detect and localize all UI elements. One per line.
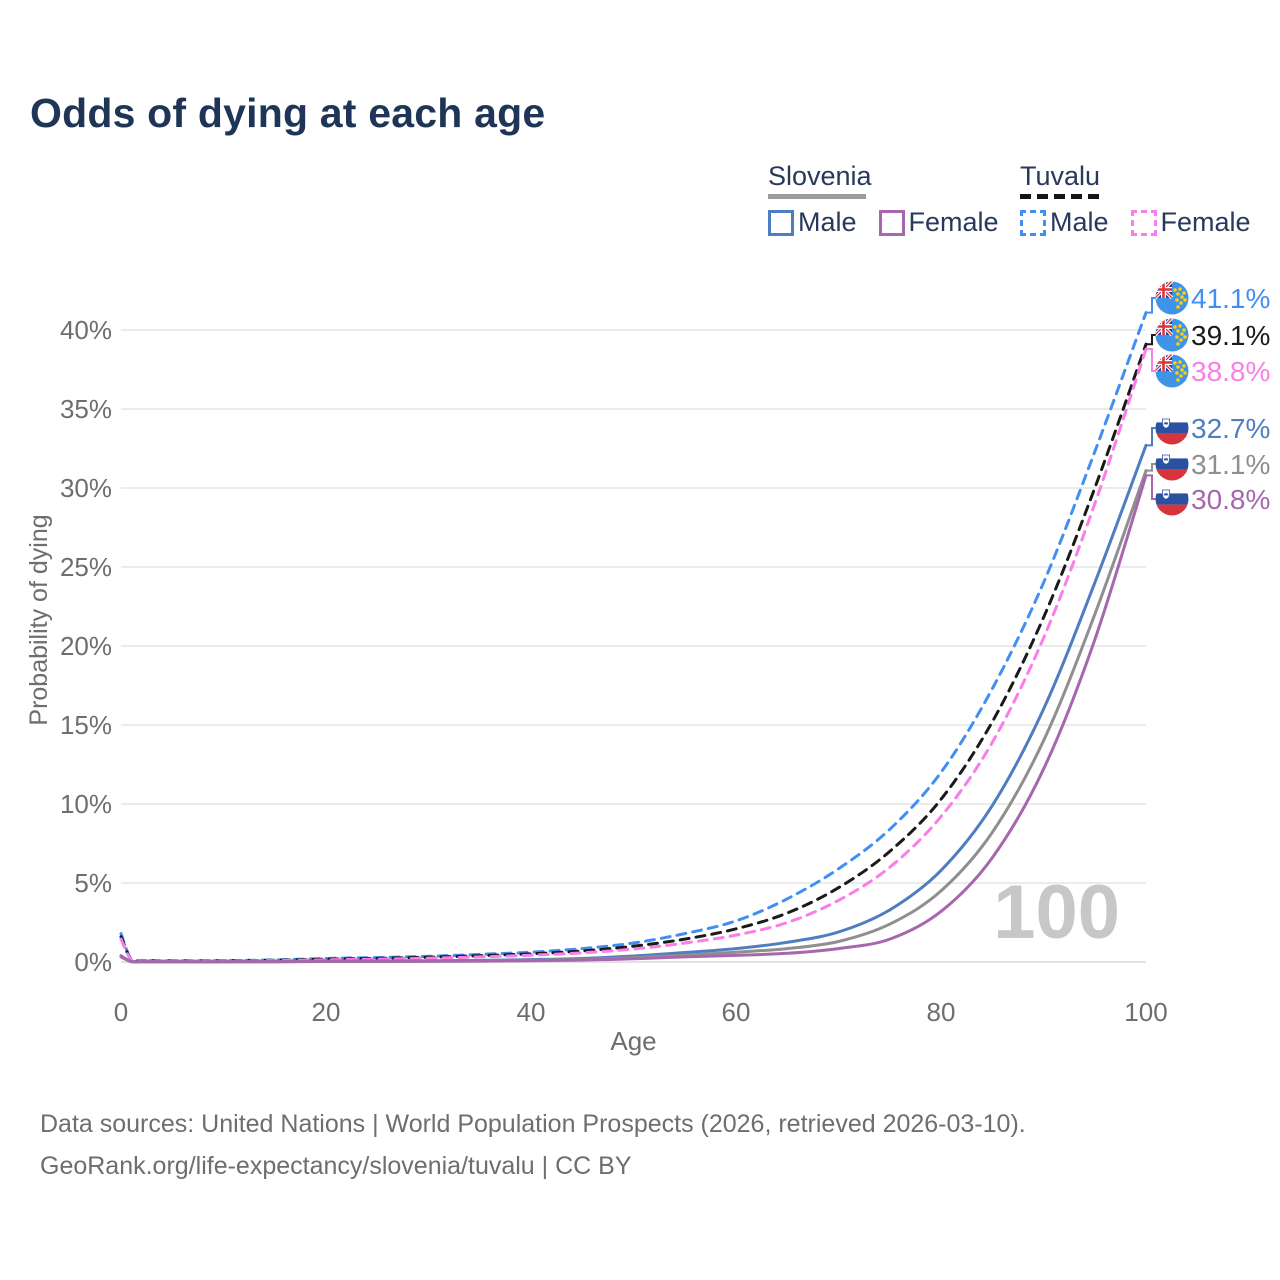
series-end-value: 39.1% <box>1191 320 1270 351</box>
tuvalu-flag-icon <box>1155 318 1189 352</box>
legend-item-slovenia-female[interactable]: Female <box>878 207 999 238</box>
legend-group-tuvalu: Tuvalu Male Female <box>1020 162 1251 238</box>
line-chart-canvas[interactable]: 0% 5% 10% 15% 20% 25% 30% 35% 40% 0 20 40 60 80 100 Age… <box>0 0 1280 1080</box>
x-axis-title: Age <box>610 1026 656 1056</box>
tuvalu-male-swatch-icon <box>1020 209 1046 236</box>
series-end-value: 41.1% <box>1191 283 1270 314</box>
legend-item-tuvalu-female[interactable]: Female <box>1130 207 1251 238</box>
y-tick-label: 40% <box>60 315 112 345</box>
legend-tuvalu-label: Tuvalu <box>1020 161 1101 191</box>
label-connector <box>1147 427 1156 447</box>
legend-slovenia-female-label: Female <box>908 207 999 237</box>
label-connector <box>1147 334 1156 346</box>
label-connector <box>1147 297 1156 314</box>
tuvalu-female-swatch-icon <box>1130 209 1157 236</box>
y-axis-title: Probability of dying <box>25 514 53 725</box>
legend-tuvalu-underline-dashed-line <box>1020 194 1100 199</box>
tuvalu-flag-icon <box>1155 281 1189 315</box>
legend-slovenia-male-label: Male <box>798 207 857 237</box>
label-connector <box>1147 463 1156 472</box>
slovenia-flag-icon <box>1155 411 1189 445</box>
y-tick-label: 5% <box>74 868 112 898</box>
x-tick-label: 100 <box>1124 997 1167 1027</box>
legend-item-tuvalu-male[interactable]: Male <box>1020 207 1109 238</box>
slovenia-male-swatch-icon <box>768 209 794 236</box>
tuvalu-flag-icon <box>1155 354 1189 388</box>
age-watermark: 100 <box>993 870 1120 955</box>
series-end-value: 32.7% <box>1191 413 1270 444</box>
slovenia-flag-icon <box>1155 447 1189 481</box>
x-tick-label: 40 <box>517 997 546 1027</box>
y-tick-label: 30% <box>60 473 112 503</box>
series-end-value: 38.8% <box>1191 356 1270 387</box>
legend-group-slovenia: Slovenia Male Female <box>768 162 999 238</box>
x-tick-label: 0 <box>114 997 128 1027</box>
slovenia-flag-icon <box>1155 482 1189 516</box>
y-tick-label: 35% <box>60 394 112 424</box>
x-tick-label: 80 <box>927 997 956 1027</box>
x-tick-label: 60 <box>722 997 751 1027</box>
y-tick-label: 25% <box>60 552 112 582</box>
page-title: Odds of dying at each age <box>30 90 546 136</box>
series-end-value: 31.1% <box>1191 449 1270 480</box>
y-tick-label: 20% <box>60 631 112 661</box>
y-tick-label: 15% <box>60 710 112 740</box>
x-tick-label: 20 <box>312 997 341 1027</box>
series-line-slovenia-female <box>119 473 1148 964</box>
slovenia-female-swatch-icon <box>878 209 905 236</box>
legend-slovenia-label: Slovenia <box>768 161 872 191</box>
legend-item-slovenia-male[interactable]: Male <box>768 207 857 238</box>
y-tick-label: 10% <box>60 789 112 819</box>
legend-slovenia-underline-solid-line <box>768 194 866 199</box>
legend-tuvalu-male-label: Male <box>1050 207 1109 237</box>
legend-tuvalu-female-label: Female <box>1160 207 1251 237</box>
attribution-line: GeoRank.org/life-expectancy/slovenia/tuv… <box>40 1152 632 1180</box>
label-connector <box>1147 347 1156 372</box>
legend: Slovenia Male Female Tuvalu Male <box>0 162 1280 242</box>
label-connector <box>1147 474 1156 500</box>
y-tick-label: 0% <box>74 947 112 977</box>
data-sources-line: Data sources: United Nations | World Pop… <box>40 1110 1026 1138</box>
footer: Data sources: United Nations | World Pop… <box>40 1103 1026 1187</box>
series-end-value: 30.8% <box>1191 484 1270 515</box>
